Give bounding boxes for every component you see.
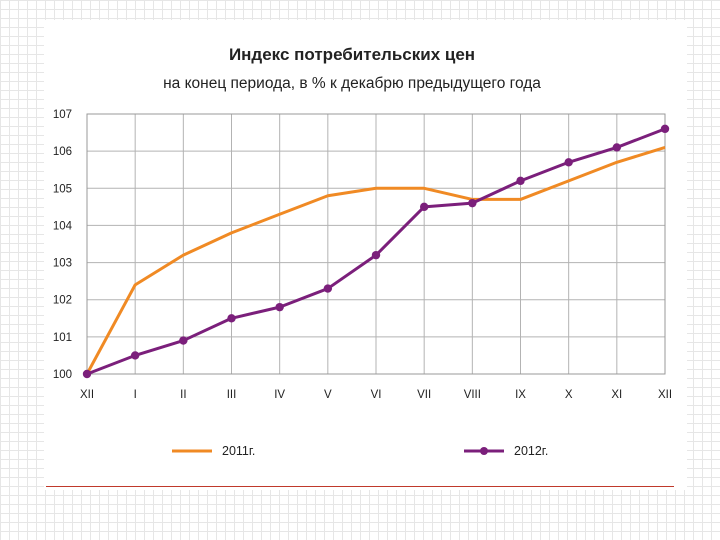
x-tick-label: VI [371,389,382,401]
x-tick-label: IX [515,389,526,401]
legend: 2011г. 2012г. [172,444,548,458]
y-tick-label: 101 [53,332,72,344]
y-tick-label: 102 [53,295,72,307]
x-tick-label: XII [658,389,672,401]
x-tick-label: VIII [464,389,481,401]
x-tick-label: II [180,389,186,401]
series-lines [82,124,670,379]
data-point-2012 [564,158,573,167]
x-axis-tick-labels: XII I II III IV V VI VII VIII IX X XI XII [80,389,672,401]
data-point-2012 [130,351,140,360]
data-point-2012 [516,176,525,186]
data-point-2012 [82,369,92,379]
y-tick-label: 100 [53,369,72,381]
y-axis-tick-labels: 100 101 102 103 104 105 106 107 [53,109,73,381]
x-tick-label: XII [80,389,94,401]
chart-title: Индекс потребительских цен [229,45,475,64]
y-tick-label: 105 [53,183,72,195]
y-tick-label: 107 [53,109,72,121]
data-point-2012 [468,198,477,208]
legend-label-2011: 2011г. [222,444,255,458]
data-point-2012 [660,124,670,134]
x-tick-label: V [324,389,332,401]
data-point-2012 [419,202,429,212]
slide-divider-line [46,486,674,487]
gridlines [86,113,666,375]
x-tick-label: IV [274,389,285,401]
y-tick-label: 104 [53,220,73,232]
legend-item-2011: 2011г. [172,444,255,458]
slide-panel [44,20,687,490]
data-point-2012 [227,314,236,323]
y-tick-label: 106 [53,146,72,158]
x-tick-label: I [134,389,137,401]
data-point-2012 [275,302,284,312]
legend-marker-2012 [480,447,488,455]
y-tick-label: 103 [53,258,72,270]
legend-label-2012: 2012г. [514,444,548,458]
x-tick-label: XI [611,389,622,401]
series-line-2011 [85,145,666,375]
plot-area-border [86,113,666,375]
chart-subtitle: на конец периода, в % к декабрю предыдущ… [163,75,541,92]
x-tick-label: VII [417,389,431,401]
data-point-2012 [323,284,333,293]
data-point-2012 [371,250,381,260]
data-point-2012 [179,336,188,345]
x-tick-label: III [227,389,237,401]
legend-item-2012: 2012г. [464,444,548,458]
data-point-2012 [612,143,622,152]
x-tick-label: X [565,389,573,401]
